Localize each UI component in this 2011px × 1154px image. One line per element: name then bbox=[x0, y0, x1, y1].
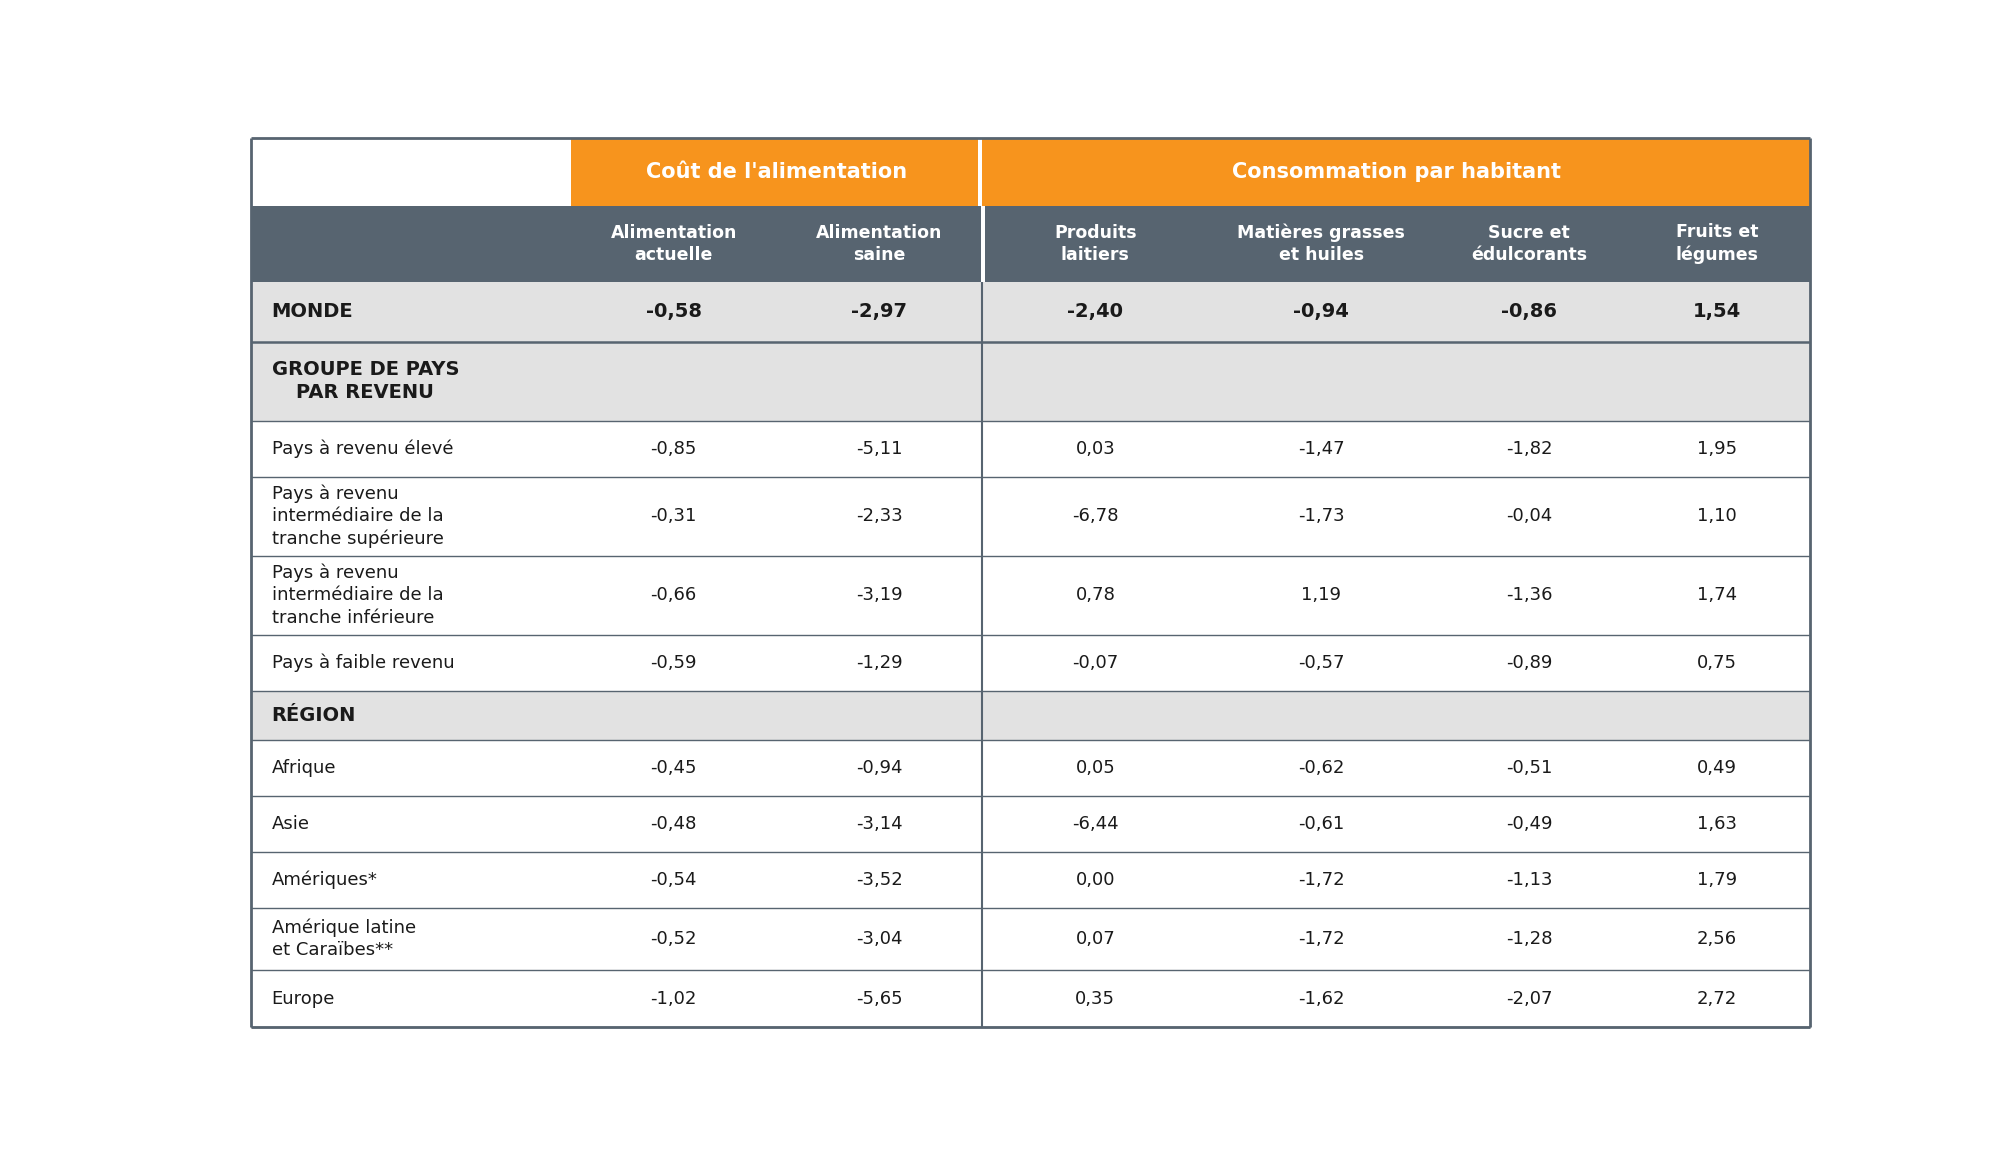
Text: 1,10: 1,10 bbox=[1697, 507, 1738, 525]
Text: -1,62: -1,62 bbox=[1297, 990, 1345, 1007]
Text: 1,95: 1,95 bbox=[1697, 440, 1738, 458]
Text: -0,61: -0,61 bbox=[1299, 815, 1345, 833]
Text: -1,29: -1,29 bbox=[857, 653, 903, 672]
Text: -3,52: -3,52 bbox=[857, 871, 903, 889]
Text: Produits
laitiers: Produits laitiers bbox=[1054, 224, 1136, 264]
Text: 0,78: 0,78 bbox=[1076, 586, 1116, 604]
Text: -0,89: -0,89 bbox=[1506, 653, 1552, 672]
Text: Amériques*: Amériques* bbox=[271, 870, 378, 889]
Text: 1,63: 1,63 bbox=[1697, 815, 1738, 833]
Text: Sucre et
édulcorants: Sucre et édulcorants bbox=[1472, 224, 1587, 264]
Text: -5,65: -5,65 bbox=[857, 990, 903, 1007]
Text: -3,04: -3,04 bbox=[857, 930, 903, 949]
Bar bbox=[251, 971, 1810, 1027]
Text: -0,04: -0,04 bbox=[1506, 507, 1552, 525]
Text: -0,45: -0,45 bbox=[650, 759, 698, 777]
Text: Matières grasses
et huiles: Matières grasses et huiles bbox=[1237, 224, 1406, 264]
Text: 0,75: 0,75 bbox=[1697, 653, 1738, 672]
Bar bbox=[251, 477, 1810, 555]
Bar bbox=[981, 138, 1810, 205]
Bar bbox=[251, 635, 1810, 690]
Text: -6,78: -6,78 bbox=[1072, 507, 1118, 525]
Text: -2,07: -2,07 bbox=[1506, 990, 1552, 1007]
Text: Afrique: Afrique bbox=[271, 759, 336, 777]
Bar bbox=[251, 421, 1810, 477]
Text: -0,62: -0,62 bbox=[1299, 759, 1345, 777]
Text: -3,14: -3,14 bbox=[857, 815, 903, 833]
Text: -5,11: -5,11 bbox=[857, 440, 903, 458]
Text: -0,07: -0,07 bbox=[1072, 653, 1118, 672]
Text: 0,03: 0,03 bbox=[1076, 440, 1116, 458]
Text: Pays à revenu
intermédiaire de la
tranche inférieure: Pays à revenu intermédiaire de la tranch… bbox=[271, 563, 442, 627]
Bar bbox=[981, 205, 985, 282]
Text: -0,31: -0,31 bbox=[650, 507, 698, 525]
Text: -1,72: -1,72 bbox=[1297, 930, 1345, 949]
Text: MONDE: MONDE bbox=[271, 302, 354, 321]
Text: Coût de l'alimentation: Coût de l'alimentation bbox=[646, 163, 907, 182]
Text: -0,49: -0,49 bbox=[1506, 815, 1552, 833]
Text: -1,47: -1,47 bbox=[1297, 440, 1345, 458]
Text: Pays à faible revenu: Pays à faible revenu bbox=[271, 653, 454, 672]
Bar bbox=[251, 796, 1810, 852]
Bar bbox=[251, 205, 1810, 282]
Bar bbox=[571, 138, 981, 205]
Text: -0,52: -0,52 bbox=[650, 930, 698, 949]
Text: -1,73: -1,73 bbox=[1297, 507, 1345, 525]
Bar bbox=[251, 138, 571, 205]
Text: -1,36: -1,36 bbox=[1506, 586, 1552, 604]
Text: -0,54: -0,54 bbox=[650, 871, 698, 889]
Bar bbox=[251, 908, 1810, 971]
Bar bbox=[977, 138, 981, 205]
Text: -0,51: -0,51 bbox=[1506, 759, 1552, 777]
Text: -1,02: -1,02 bbox=[650, 990, 698, 1007]
Text: -1,13: -1,13 bbox=[1506, 871, 1552, 889]
Text: 0,05: 0,05 bbox=[1076, 759, 1116, 777]
Text: Pays à revenu élevé: Pays à revenu élevé bbox=[271, 440, 452, 458]
Text: 0,35: 0,35 bbox=[1076, 990, 1116, 1007]
Text: 0,00: 0,00 bbox=[1076, 871, 1114, 889]
Text: -0,66: -0,66 bbox=[652, 586, 698, 604]
Text: -1,72: -1,72 bbox=[1297, 871, 1345, 889]
Text: -1,82: -1,82 bbox=[1506, 440, 1552, 458]
Text: -2,33: -2,33 bbox=[857, 507, 903, 525]
Text: Pays à revenu
intermédiaire de la
tranche supérieure: Pays à revenu intermédiaire de la tranch… bbox=[271, 485, 444, 548]
Text: Europe: Europe bbox=[271, 990, 336, 1007]
Text: 1,74: 1,74 bbox=[1697, 586, 1738, 604]
Text: -0,58: -0,58 bbox=[646, 302, 702, 321]
Bar bbox=[251, 690, 1810, 740]
Text: Asie: Asie bbox=[271, 815, 310, 833]
Text: -2,40: -2,40 bbox=[1068, 302, 1124, 321]
Text: 2,56: 2,56 bbox=[1697, 930, 1738, 949]
Text: -3,19: -3,19 bbox=[857, 586, 903, 604]
Text: -2,97: -2,97 bbox=[851, 302, 907, 321]
Text: 1,19: 1,19 bbox=[1301, 586, 1341, 604]
Text: -0,94: -0,94 bbox=[1293, 302, 1349, 321]
Text: Amérique latine
et Caraïbes**: Amérique latine et Caraïbes** bbox=[271, 919, 416, 959]
Text: -1,28: -1,28 bbox=[1506, 930, 1552, 949]
Text: 0,07: 0,07 bbox=[1076, 930, 1116, 949]
Text: GROUPE DE PAYS
PAR REVENU: GROUPE DE PAYS PAR REVENU bbox=[271, 360, 459, 403]
Bar bbox=[251, 555, 1810, 635]
Text: 1,54: 1,54 bbox=[1693, 302, 1742, 321]
Text: -0,59: -0,59 bbox=[650, 653, 698, 672]
Text: RÉGION: RÉGION bbox=[271, 706, 356, 725]
Text: 2,72: 2,72 bbox=[1697, 990, 1738, 1007]
Bar bbox=[251, 282, 1810, 342]
Text: Fruits et
légumes: Fruits et légumes bbox=[1675, 224, 1760, 264]
Bar bbox=[251, 852, 1810, 908]
Text: Consommation par habitant: Consommation par habitant bbox=[1231, 163, 1561, 182]
Bar bbox=[251, 740, 1810, 796]
Text: -0,86: -0,86 bbox=[1502, 302, 1557, 321]
Text: -0,94: -0,94 bbox=[857, 759, 903, 777]
Text: -6,44: -6,44 bbox=[1072, 815, 1118, 833]
Text: Alimentation
actuelle: Alimentation actuelle bbox=[611, 224, 736, 264]
Text: -0,57: -0,57 bbox=[1297, 653, 1345, 672]
Text: -0,48: -0,48 bbox=[650, 815, 698, 833]
Bar bbox=[251, 342, 1810, 421]
Text: 1,79: 1,79 bbox=[1697, 871, 1738, 889]
Text: 0,49: 0,49 bbox=[1697, 759, 1738, 777]
Text: Alimentation
saine: Alimentation saine bbox=[816, 224, 943, 264]
Text: -0,85: -0,85 bbox=[650, 440, 698, 458]
